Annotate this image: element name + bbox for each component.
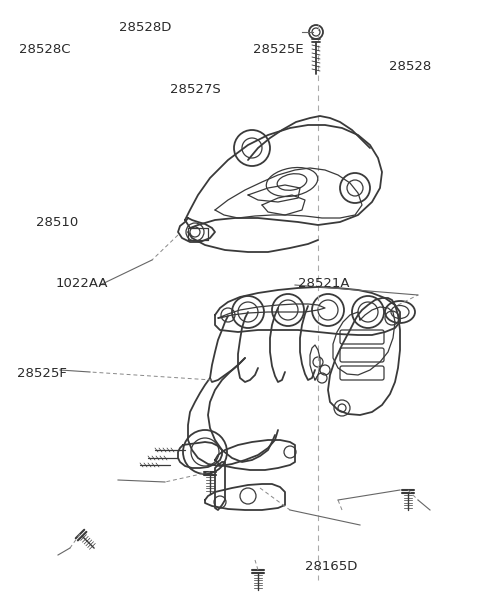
- Text: 28528D: 28528D: [119, 21, 171, 34]
- Text: 28165D: 28165D: [305, 560, 357, 573]
- Text: 28528C: 28528C: [19, 43, 71, 56]
- Text: 1022AA: 1022AA: [55, 277, 108, 291]
- Text: 28525F: 28525F: [17, 367, 67, 380]
- Text: 28528: 28528: [389, 60, 431, 73]
- Text: 28527S: 28527S: [170, 83, 221, 96]
- Text: 28521A: 28521A: [298, 277, 349, 291]
- Text: 28525E: 28525E: [253, 43, 303, 56]
- Text: 28510: 28510: [36, 216, 78, 229]
